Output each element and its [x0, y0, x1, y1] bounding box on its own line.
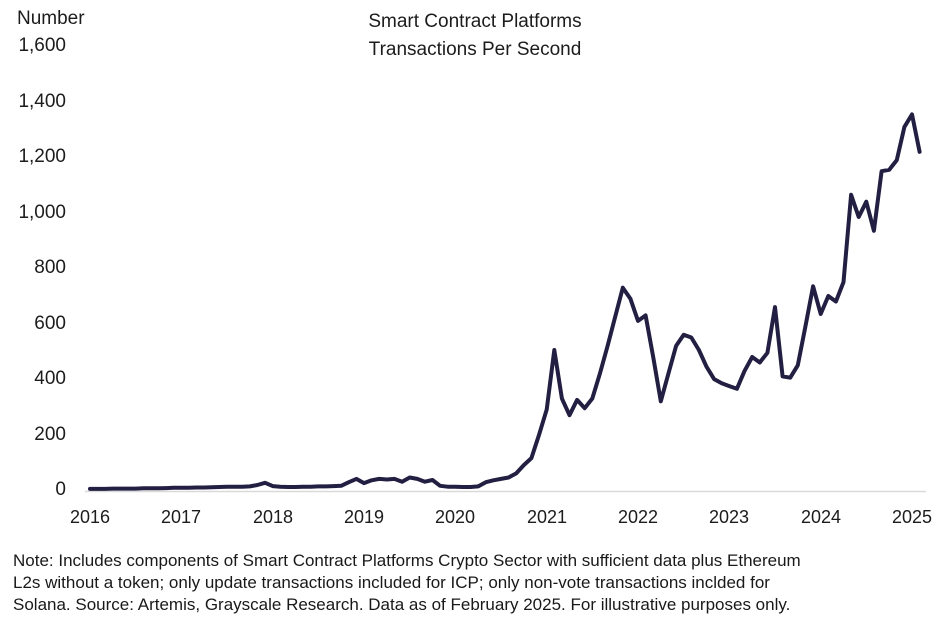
y-tick-label-400: 400	[34, 368, 66, 389]
x-tick-label-2025: 2025	[891, 507, 933, 527]
y-tick-label-200: 200	[34, 424, 66, 445]
y-tick-label-800: 800	[34, 257, 66, 278]
chart-title-line1: Smart Contract Platforms	[368, 11, 582, 32]
x-tick-label-2016: 2016	[69, 507, 111, 527]
tps-series-line	[88, 112, 922, 491]
x-tick-label-2024: 2024	[800, 507, 842, 527]
x-tick-label-2021: 2021	[526, 507, 568, 527]
x-tick-label-2020: 2020	[434, 507, 476, 527]
y-tick-label-1000: 1,000	[18, 202, 66, 223]
x-tick-label-2017: 2017	[160, 507, 202, 527]
chart-title: Smart Contract Platforms Transactions Pe…	[275, 8, 675, 64]
x-tick-label-2018: 2018	[252, 507, 294, 527]
y-tick-label-0: 0	[55, 479, 66, 500]
x-tick-label-2023: 2023	[708, 507, 750, 527]
footnote: Note: Includes components of Smart Contr…	[13, 550, 935, 616]
chart-title-line2: Transactions Per Second	[368, 39, 582, 60]
y-tick-label-1400: 1,400	[18, 91, 66, 112]
footnote-line3: Solana. Source: Artemis, Grayscale Resea…	[13, 595, 791, 614]
y-tick-label-1600: 1,600	[18, 35, 66, 56]
x-tick-label-2019: 2019	[343, 507, 385, 527]
y-tick-label-600: 600	[34, 313, 66, 334]
y-tick-label-1200: 1,200	[18, 146, 66, 167]
y-axis-title: Number	[17, 8, 85, 29]
footnote-line2: L2s without a token; only update transac…	[13, 573, 770, 592]
footnote-line1: Note: Includes components of Smart Contr…	[13, 551, 801, 570]
tps-line-chart	[85, 112, 926, 493]
x-tick-label-2022: 2022	[617, 507, 659, 527]
